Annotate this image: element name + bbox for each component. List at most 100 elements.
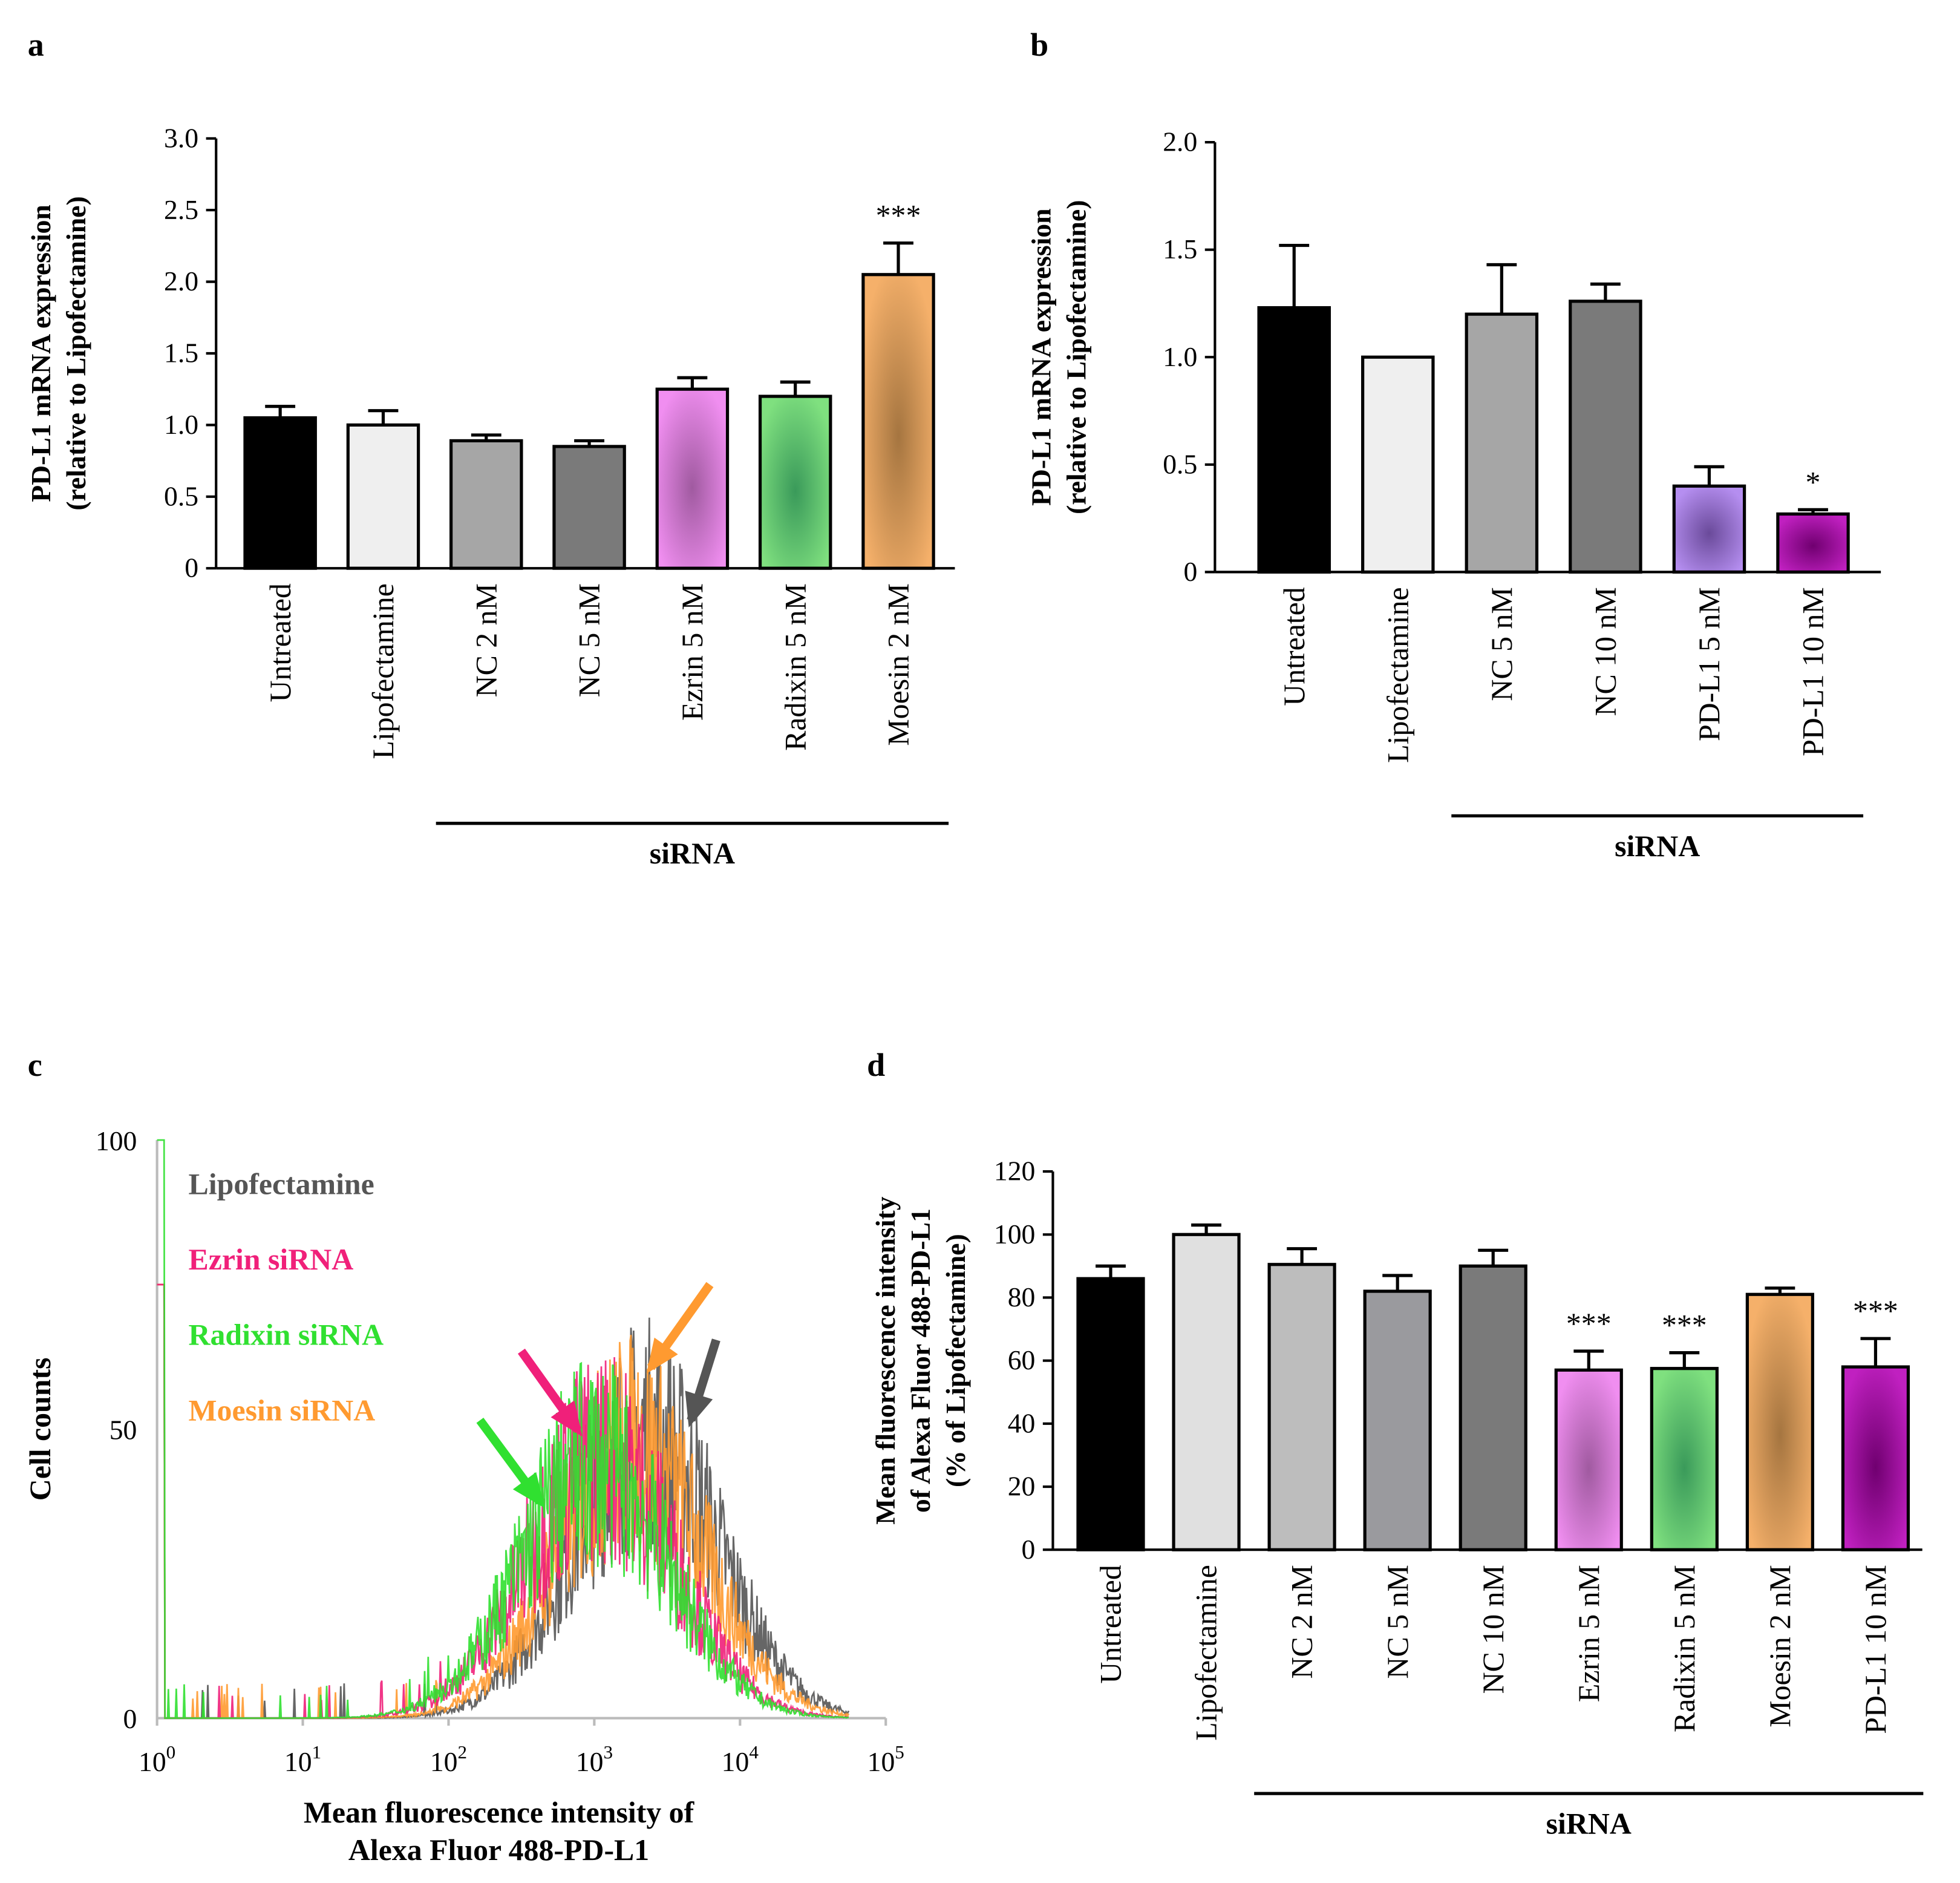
tick-exponent: 1	[312, 1741, 322, 1763]
legend-entry-moesin-sirna: Moesin siRNA	[189, 1393, 376, 1427]
y-tick-label: 50	[109, 1414, 137, 1445]
x-tick-label: NC 2 nM	[1285, 1565, 1319, 1678]
x-tick-label: Radixin 5 nM	[1668, 1565, 1701, 1732]
x-tick-label: Moesin 2 nM	[882, 583, 915, 746]
x-tick-label: Untreated	[264, 583, 297, 702]
y-axis-label: (relative to Lipofectamine)	[60, 196, 91, 510]
y-tick-label: 2.0	[1163, 126, 1197, 157]
arrow-head	[512, 1472, 545, 1508]
x-tick-label: PD-L1 10 nM	[1797, 587, 1830, 756]
y-tick-label: 2.5	[164, 194, 198, 225]
bar-pd-l1-10-nm	[1841, 1365, 1910, 1551]
x-tick-label: NC 10 nM	[1477, 1565, 1510, 1694]
bar-lipofectamine	[1361, 355, 1435, 574]
bar-pd-l1-10-nm	[1776, 512, 1850, 574]
bar-pd-l1-5-nm	[1672, 484, 1746, 574]
y-tick-label: 1.0	[164, 409, 198, 440]
tick-base: 10	[430, 1746, 458, 1777]
y-axis-label: of Alexa Fluor 488-PD-L1	[905, 1208, 936, 1513]
bar-untreated	[1076, 1277, 1145, 1551]
x-tick-label: PD-L1 5 nM	[1693, 587, 1726, 741]
x-tick-label: NC 5 nM	[573, 583, 606, 697]
tick-base: 10	[722, 1746, 750, 1777]
y-tick-label: 120	[994, 1156, 1036, 1187]
arrow-head	[550, 1400, 583, 1437]
bar-ezrin-5-nm	[1554, 1368, 1623, 1551]
y-axis-label: PD-L1 mRNA expression	[1025, 208, 1056, 506]
y-axis-label: (% of Lipofectamine)	[940, 1234, 971, 1487]
tick-exponent: 5	[895, 1741, 904, 1763]
y-tick-label: 80	[1008, 1282, 1036, 1312]
y-tick-label: 0	[1022, 1534, 1036, 1565]
bar-lipofectamine	[1172, 1233, 1241, 1551]
x-tick-label: Ezrin 5 nM	[676, 583, 709, 721]
x-tick-label: 105	[867, 1741, 904, 1777]
panel-label-c: c	[28, 1047, 42, 1083]
y-tick-label: 20	[1008, 1471, 1036, 1502]
significance-label: *	[1806, 465, 1821, 499]
tick-base: 10	[867, 1746, 895, 1777]
x-tick-label: Ezrin 5 nM	[1572, 1565, 1606, 1702]
y-tick-label: 0	[185, 552, 198, 583]
x-tick-label: 101	[284, 1741, 321, 1777]
y-tick-label: 1.5	[164, 338, 198, 368]
bar-nc-5-nm	[552, 445, 626, 570]
x-tick-label: NC 2 nM	[469, 583, 503, 697]
bar-moesin-2-nm	[861, 273, 935, 570]
tick-exponent: 4	[749, 1741, 759, 1763]
x-tick-label: NC 5 nM	[1485, 587, 1518, 701]
bar-moesin-2-nm	[1745, 1292, 1814, 1551]
panel-label-a: a	[28, 27, 44, 63]
y-tick-label: 0.5	[1163, 448, 1197, 479]
y-tick-label: 60	[1008, 1344, 1036, 1375]
arrow-head	[685, 1390, 713, 1428]
y-tick-label: 0	[1183, 556, 1197, 587]
bar-nc-2-nm	[1267, 1263, 1336, 1551]
sirna-group-label: siRNA	[1615, 830, 1700, 863]
y-tick-label: 100	[96, 1125, 137, 1156]
x-tick-label: NC 10 nM	[1589, 587, 1622, 716]
x-tick-label: Moesin 2 nM	[1763, 1565, 1797, 1727]
y-tick-label: 3.0	[164, 122, 198, 153]
bar-nc-5-nm	[1363, 1289, 1432, 1551]
panel-b-chart: 0 0.5 1.0 1.5 2.0 PD-L1 mRNA expression (relat…	[1025, 126, 1881, 863]
y-tick-label: 100	[994, 1219, 1036, 1249]
x-tick-label: 103	[576, 1741, 613, 1777]
y-axis-label: Mean fluorescence intensity	[870, 1196, 901, 1524]
x-axis-label: Alexa Fluor 488-PD-L1	[348, 1833, 649, 1867]
bar-untreated	[243, 416, 317, 570]
panel-label-d: d	[867, 1047, 885, 1083]
x-tick-label: Lipofectamine	[1190, 1565, 1223, 1741]
tick-base: 10	[139, 1746, 166, 1777]
x-tick-label: 100	[139, 1741, 175, 1777]
bar-nc-5-nm	[1465, 312, 1539, 574]
x-tick-label: NC 5 nM	[1381, 1565, 1414, 1678]
legend-entry-radixin-sirna: Radixin siRNA	[189, 1318, 384, 1352]
panel-a-chart: 0 0.5 1.0 1.5 2.0 2.5 3.0 PD-L1 mRNA expression…	[25, 122, 955, 870]
bar-nc-10-nm	[1569, 300, 1642, 574]
y-tick-label: 0.5	[164, 480, 198, 511]
x-axis-label: Mean fluorescence intensity of	[304, 1796, 695, 1829]
panel-label-b: b	[1030, 27, 1048, 63]
panel-d-chart: 0 20 40 60 80 100 120 Mean fluorescence intensi…	[870, 1156, 1924, 1841]
y-tick-label: 40	[1008, 1407, 1036, 1438]
y-tick-label: 0	[123, 1703, 137, 1734]
x-tick-label: Radixin 5 nM	[779, 583, 812, 751]
legend-entry-lipofectamine: Lipofectamine	[189, 1167, 374, 1200]
significance-label: ***	[876, 199, 921, 232]
y-axis-label: Cell counts	[24, 1358, 57, 1501]
significance-label: ***	[1566, 1307, 1612, 1340]
x-tick-label: PD-L1 10 nM	[1859, 1565, 1892, 1734]
y-tick-label: 1.5	[1163, 234, 1197, 264]
x-tick-label: 102	[430, 1741, 467, 1777]
y-axis-label: (relative to Lipofectamine)	[1060, 200, 1091, 514]
bar-ezrin-5-nm	[655, 387, 730, 570]
y-tick-label: 2.0	[164, 266, 198, 296]
bar-nc-10-nm	[1459, 1264, 1527, 1551]
tick-base: 10	[576, 1746, 604, 1777]
x-tick-label: Untreated	[1278, 587, 1311, 706]
sirna-group-label: siRNA	[1546, 1807, 1632, 1841]
arrow-head	[646, 1337, 678, 1374]
bar-untreated	[1257, 306, 1331, 574]
